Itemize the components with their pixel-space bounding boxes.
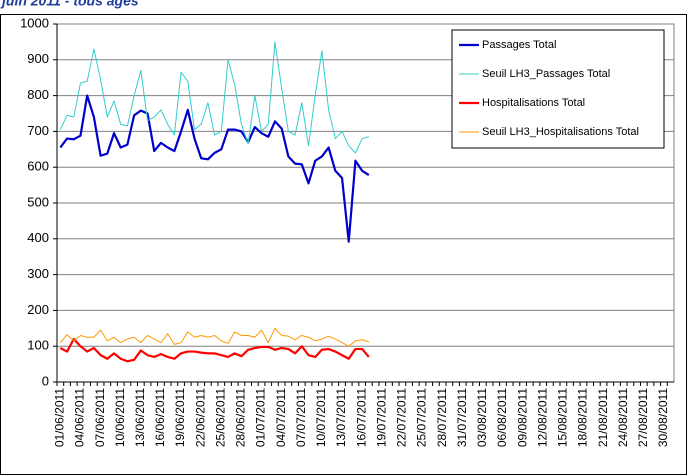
x-tick-label: 09/08/2011 <box>515 388 529 447</box>
series-line <box>59 94 370 243</box>
x-tick-label: 16/07/2011 <box>354 388 368 447</box>
x-tick-label: 12/08/2011 <box>535 388 549 447</box>
x-tick-label: 22/06/2011 <box>193 388 207 447</box>
series-line <box>59 337 370 363</box>
x-tick-label: 10/06/2011 <box>113 388 127 447</box>
x-tick-label: 25/06/2011 <box>213 388 227 447</box>
y-tick-label: 300 <box>27 266 49 281</box>
y-tick-label: 900 <box>27 51 49 66</box>
y-tick-label: 100 <box>27 338 49 353</box>
x-tick-label: 13/06/2011 <box>133 388 147 447</box>
y-tick-label: 800 <box>27 87 49 102</box>
x-tick-label: 15/08/2011 <box>556 388 570 447</box>
y-tick-label: 1000 <box>20 15 49 30</box>
y-tick-label: 200 <box>27 302 49 317</box>
chart-title: juin 2011 - tous âges <box>0 0 139 9</box>
y-tick-label: 500 <box>27 194 49 209</box>
x-tick-label: 22/07/2011 <box>395 388 409 447</box>
x-tick-label: 30/08/2011 <box>656 388 670 447</box>
x-tick-label: 04/07/2011 <box>274 388 288 447</box>
x-tick-label: 10/07/2011 <box>314 388 328 447</box>
legend-label: Passages Total <box>482 39 556 51</box>
x-tick-label: 28/06/2011 <box>234 388 248 447</box>
x-tick-label: 19/07/2011 <box>374 388 388 447</box>
x-tick-label: 07/06/2011 <box>93 388 107 447</box>
y-tick-label: 600 <box>27 159 49 174</box>
x-tick-label: 19/06/2011 <box>173 388 187 447</box>
x-tick-label: 28/07/2011 <box>435 388 449 447</box>
x-tick-label: 25/07/2011 <box>415 388 429 447</box>
legend-label: Seuil LH3_Hospitalisations Total <box>482 126 639 138</box>
x-tick-label: 21/08/2011 <box>596 388 610 447</box>
x-tick-label: 27/08/2011 <box>636 388 650 447</box>
x-tick-label: 24/08/2011 <box>616 388 630 447</box>
x-tick-label: 31/07/2011 <box>455 388 469 447</box>
x-tick-label: 16/06/2011 <box>153 388 167 447</box>
x-tick-label: 06/08/2011 <box>495 388 509 447</box>
x-tick-label: 13/07/2011 <box>334 388 348 447</box>
y-tick-label: 0 <box>42 373 49 388</box>
x-tick-label: 07/07/2011 <box>294 388 308 447</box>
y-tick-label: 700 <box>27 123 49 138</box>
legend-box <box>451 29 665 149</box>
x-tick-label: 01/06/2011 <box>53 388 67 447</box>
x-tick-label: 03/08/2011 <box>475 388 489 447</box>
x-tick-label: 01/07/2011 <box>254 388 268 447</box>
legend-label: Hospitalisations Total <box>482 97 585 109</box>
y-tick-label: 400 <box>27 230 49 245</box>
x-tick-label: 04/06/2011 <box>73 388 87 447</box>
x-tick-label: 18/08/2011 <box>576 388 590 447</box>
series-line <box>59 41 369 154</box>
legend-label: Seuil LH3_Passages Total <box>482 68 610 80</box>
series-line <box>59 327 370 347</box>
